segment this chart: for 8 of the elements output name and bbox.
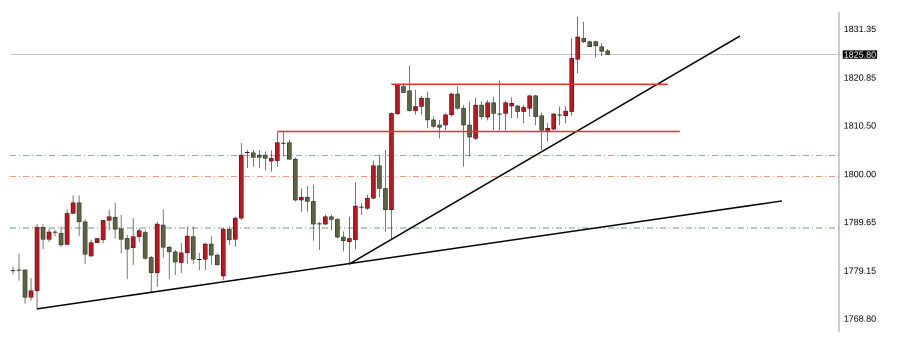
y-tick-label: 1779.15 [844, 267, 876, 274]
y-tick-label: 1800.00 [844, 170, 876, 178]
y-tick-label: 1820.85 [844, 74, 876, 81]
y-tick-label: 1789.65 [844, 218, 876, 226]
y-tick-label: 1825.80 [844, 51, 876, 58]
y-tick-label: 1831.35 [844, 26, 876, 32]
y-tick-label: 1810.50 [844, 122, 876, 129]
y-tick-label: 1768.80 [844, 315, 876, 322]
